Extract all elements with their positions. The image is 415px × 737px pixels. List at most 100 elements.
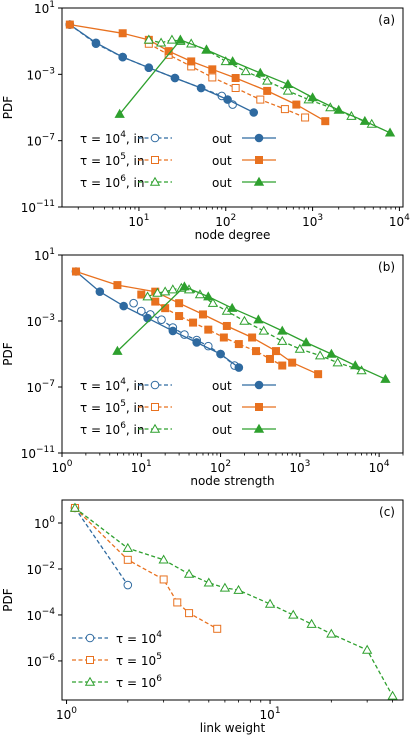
data-point (219, 582, 231, 592)
data-point (189, 318, 198, 327)
series-blue-out (65, 20, 259, 117)
plot-frame (61, 254, 404, 454)
legend-out-label: out (212, 423, 232, 437)
data-point (264, 598, 276, 608)
data-point (112, 345, 123, 355)
legend-marker (149, 423, 161, 433)
data-point (307, 92, 318, 102)
data-point (119, 301, 128, 311)
y-tick-label: 10−3 (26, 313, 55, 329)
y-tick-label: 10−3 (26, 66, 55, 82)
y-axis-label: PDF (1, 96, 15, 119)
legend-out-label: out (212, 132, 232, 146)
data-point (216, 349, 225, 359)
legend-out-label: out (212, 401, 232, 415)
x-axis-label: node strength (190, 474, 274, 488)
data-point (277, 335, 288, 345)
legend-label: τ = 105, in (80, 399, 145, 415)
data-point (288, 358, 297, 367)
series-line (119, 39, 391, 134)
panel-label: (c) (379, 505, 395, 519)
x-tick-label: 103 (289, 459, 310, 475)
data-point (255, 67, 266, 77)
data-point (282, 85, 294, 95)
legend-out-label: out (212, 379, 232, 393)
data-point (168, 326, 178, 336)
data-point (227, 56, 238, 66)
data-point (223, 95, 232, 104)
data-point (137, 290, 146, 299)
data-point (240, 66, 251, 76)
panel-label: (b) (378, 260, 395, 274)
legend: τ = 104, in out τ = 105, in out τ = 106, in o… (80, 130, 276, 190)
chart-panel-1: 101 102 103 104 101 10−3 10−7 10−11 node degree P… (1, 0, 410, 242)
data-point (256, 95, 265, 104)
series-green-in (142, 282, 367, 375)
data-point (380, 373, 391, 383)
series-line (75, 270, 319, 375)
data-point (233, 584, 244, 594)
legend-marker (255, 156, 263, 164)
data-point (175, 299, 184, 308)
series-green-out (112, 281, 391, 383)
data-point (234, 363, 244, 372)
series-line (116, 285, 386, 380)
chart-panel-2: 100 101 102 103 104 101 10−3 10−7 10−11 node stre… (1, 247, 404, 488)
data-point (114, 108, 125, 118)
data-point (350, 360, 361, 370)
data-point (95, 287, 105, 296)
legend-out-label: out (212, 176, 232, 190)
data-point (65, 20, 74, 29)
series-line (148, 39, 372, 125)
data-point (306, 618, 317, 628)
legend-marker (85, 633, 95, 643)
series-blue-in (70, 503, 133, 590)
data-point (122, 542, 133, 552)
data-point (144, 63, 154, 73)
data-point (361, 644, 373, 654)
y-tick-label: 10−2 (26, 561, 55, 577)
legend-marker (253, 423, 265, 433)
data-point (208, 73, 217, 82)
data-point (231, 74, 240, 83)
legend-label: τ = 105 (116, 652, 162, 668)
data-point (204, 325, 213, 334)
data-point (231, 83, 240, 92)
data-point (118, 29, 127, 38)
legend-marker (151, 156, 159, 164)
data-point (175, 34, 186, 44)
data-point (288, 609, 299, 619)
data-point (359, 115, 371, 125)
data-point (166, 34, 178, 44)
series-orange-in (137, 290, 287, 370)
series-line (69, 24, 254, 114)
legend-label: τ = 106 (116, 674, 162, 690)
panel-label: (a) (378, 13, 395, 27)
data-point (196, 83, 206, 93)
y-tick-label: 10−4 (26, 607, 55, 623)
data-point (301, 113, 310, 122)
x-tick-label: 101 (128, 213, 149, 229)
data-point (207, 297, 219, 307)
data-point (185, 609, 194, 618)
y-axis-label: PDF (1, 588, 15, 611)
legend-label: τ = 106, in (80, 174, 145, 190)
data-point (143, 34, 154, 44)
legend-label: τ = 104, in (80, 377, 145, 393)
legend-marker (150, 380, 160, 390)
series-line (69, 23, 326, 122)
series-green-in (69, 502, 398, 700)
y-tick-label: 101 (34, 247, 55, 263)
legend-marker (255, 403, 263, 411)
data-point (158, 554, 169, 564)
y-tick-label: 10−6 (26, 653, 55, 669)
data-point (326, 628, 337, 638)
data-point (183, 568, 195, 578)
data-point (252, 347, 261, 356)
data-point (155, 37, 167, 47)
data-point (173, 598, 182, 607)
data-point (213, 624, 222, 633)
data-point (143, 313, 152, 323)
data-point (277, 325, 288, 335)
data-point (220, 56, 231, 66)
